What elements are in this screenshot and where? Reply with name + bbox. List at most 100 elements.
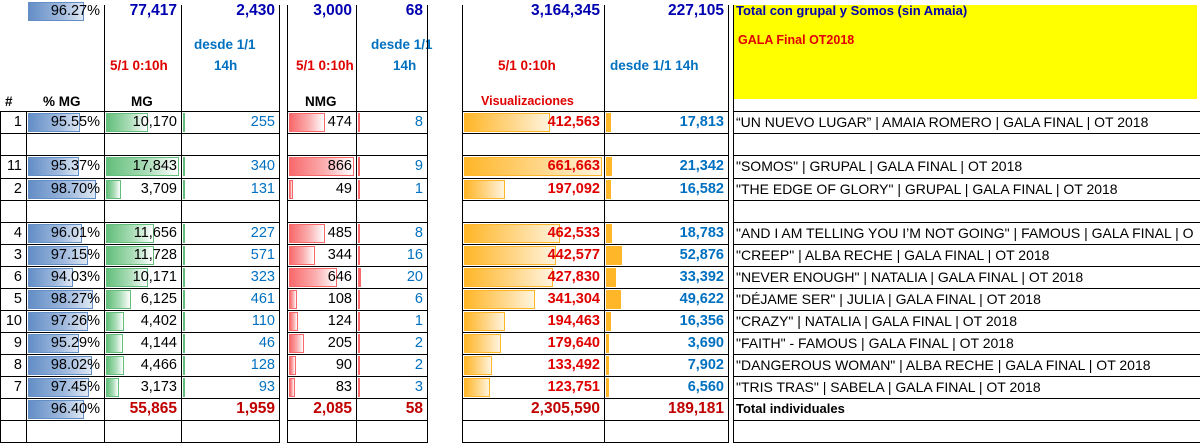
nmg-value: 205	[327, 335, 352, 351]
pct-mg-bar	[28, 290, 93, 309]
grid-line-vertical	[462, 5, 463, 443]
video-title: "TRIS TRAS" | SABELA | GALA FINAL | OT 2…	[736, 379, 1041, 395]
nmg-value: 90	[335, 357, 352, 373]
video-title: "CREEP" | ALBA RECHE | GALA FINAL | OT 2…	[736, 247, 1050, 263]
visualizaciones-since-bar	[606, 180, 611, 199]
nmg-since-value: 3	[414, 379, 423, 395]
grid-line-vertical	[181, 5, 182, 443]
pct-mg-bar	[28, 268, 73, 287]
table-row: 5 98.27% 6,125 461 108 6 341,304 49,622 "DÉJAME …	[0, 288, 1200, 310]
table-row: 7 97.45% 3,173 93 83 3 123,751 6,560 "TRIS TRAS"…	[0, 376, 1200, 398]
mg-value: 6,125	[140, 291, 177, 307]
grid-line-horizontal	[287, 200, 427, 201]
row-number: 4	[13, 225, 22, 241]
mg-value: 4,402	[140, 313, 177, 329]
visualizaciones-since-value: 16,356	[679, 313, 724, 329]
total-vis: 3,164,345	[531, 2, 600, 19]
grid-line-horizontal	[287, 332, 427, 333]
grid-line-horizontal	[462, 111, 728, 112]
nmg-since-bar	[358, 180, 360, 199]
pct-mg-value: 95.29%	[50, 335, 100, 351]
grid-line-horizontal	[733, 222, 1200, 223]
grid-line-horizontal	[462, 354, 728, 355]
grid-line-horizontal	[0, 420, 279, 421]
visualizaciones-bar	[464, 378, 490, 397]
header-nmg-snapshot: 5/1 0:10h	[296, 58, 354, 73]
sheet-title: GALA Final OT2018	[738, 33, 855, 47]
grid-line-horizontal	[462, 133, 728, 134]
mg-since-value: 323	[250, 269, 275, 285]
mg-since-bar	[183, 290, 185, 309]
total-vis: 2,305,590	[531, 400, 600, 417]
grid-line-horizontal	[733, 111, 1200, 112]
total-mgs: 2,430	[236, 2, 275, 19]
grid-line-horizontal	[462, 178, 728, 179]
grid-line-horizontal	[462, 244, 728, 245]
grid-line-horizontal	[287, 244, 427, 245]
table-row: 6 94.03% 10,171 323 646 20 427,830 33,392 "NEVER…	[0, 266, 1200, 288]
mg-value: 11,728	[133, 247, 177, 263]
grid-line-horizontal	[733, 332, 1200, 333]
nmg-since-bar	[358, 113, 360, 132]
nmg-bar	[289, 246, 315, 265]
nmg-since-bar	[358, 268, 361, 287]
grid-line-vertical	[604, 5, 605, 443]
video-title: "AND I AM TELLING YOU I’M NOT GOING" | F…	[736, 225, 1194, 241]
mg-bar	[106, 157, 179, 176]
grid-line-vertical	[279, 5, 280, 443]
nmg-bar	[289, 378, 295, 397]
header-mg-snapshot: 5/1 0:10h	[110, 58, 168, 73]
row-number: 11	[6, 158, 22, 174]
mg-since-bar	[183, 157, 185, 176]
video-title: "DANGEROUS WOMAN" | ALBA RECHE | GALA FI…	[736, 357, 1151, 373]
video-title: "CRAZY" | NATALIA | GALA FINAL | OT 2018	[736, 313, 1017, 329]
visualizaciones-value: 462,533	[547, 225, 600, 241]
pct-mg-bar	[28, 2, 84, 21]
table-row: 10 97.26% 4,402 110 124 1 194,463 16,356 "CRAZY"…	[0, 310, 1200, 332]
grid-line-horizontal	[287, 354, 427, 355]
mg-bar	[106, 290, 131, 309]
nmg-since-bar	[358, 356, 360, 375]
grid-line-horizontal	[733, 420, 1200, 421]
col-header-pct-mg: % MG	[43, 94, 81, 109]
visualizaciones-bar	[464, 356, 492, 375]
table-row: 2 98.70% 3,709 131 49 1 197,092 16,582 "THE EDGE…	[0, 178, 1200, 200]
pct-mg-bar	[28, 400, 84, 419]
mg-since-value: 128	[250, 357, 275, 373]
pct-mg-bar	[28, 180, 96, 199]
grid-line-horizontal	[0, 376, 279, 377]
pct-mg-bar	[28, 157, 79, 176]
row-number: 8	[13, 357, 22, 373]
mg-since-value: 93	[258, 379, 275, 395]
total-mg: 77,417	[129, 2, 177, 19]
total-label: Total con grupal y Somos (sin Amaia)	[736, 3, 968, 18]
total-nmgs: 58	[405, 400, 423, 417]
visualizaciones-since-bar	[606, 246, 622, 265]
nmg-since-bar	[358, 290, 360, 309]
mg-since-bar	[183, 356, 185, 375]
video-title: "SOMOS" | GRUPAL | GALA FINAL | OT 2018	[736, 158, 1023, 174]
grid-line-horizontal	[733, 398, 1200, 399]
row-number: 2	[13, 181, 22, 197]
mg-bar	[106, 378, 119, 397]
nmg-since-bar	[358, 246, 360, 265]
mg-bar	[106, 356, 124, 375]
grid-line-horizontal	[733, 155, 1200, 156]
nmg-since-bar	[358, 312, 360, 331]
mg-since-bar	[183, 246, 185, 265]
mg-since-value: 571	[250, 247, 275, 263]
pct-mg-value: 98.27%	[50, 291, 100, 307]
pct-mg-bar	[28, 334, 79, 353]
nmg-since-value: 8	[414, 114, 423, 130]
grid-line-horizontal	[0, 398, 279, 399]
pct-mg-value: 97.45%	[50, 379, 100, 395]
header-nmg-since-hour: 14h	[393, 58, 417, 73]
grid-line-horizontal	[0, 310, 279, 311]
video-title: "NEVER ENOUGH" | NATALIA | GALA FINAL | …	[736, 269, 1084, 285]
visualizaciones-bar	[464, 157, 602, 176]
nmg-since-value: 8	[414, 225, 423, 241]
total-viss: 227,105	[667, 2, 724, 19]
grid-line-horizontal	[0, 354, 279, 355]
grid-line-horizontal	[0, 155, 279, 156]
visualizaciones-value: 442,577	[547, 247, 600, 263]
